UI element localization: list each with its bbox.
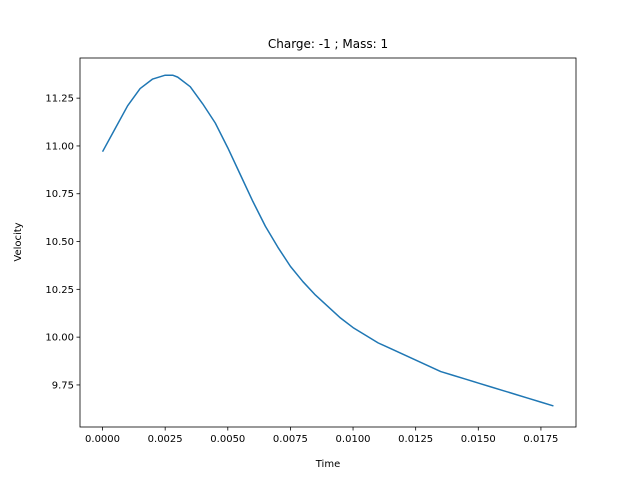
y-tick-label: 9.75 bbox=[52, 380, 74, 391]
x-tick-label: 0.0050 bbox=[210, 434, 245, 445]
x-axis-label: Time bbox=[315, 459, 340, 470]
y-tick-label: 10.50 bbox=[45, 237, 74, 248]
axes-frame bbox=[79, 57, 577, 428]
y-tick-label: 11.00 bbox=[45, 141, 74, 152]
y-tick-label: 11.25 bbox=[45, 94, 74, 105]
x-tick-label: 0.0150 bbox=[461, 434, 496, 445]
x-tick-label: 0.0025 bbox=[148, 434, 183, 445]
y-tick-label: 10.75 bbox=[45, 189, 74, 200]
chart-title: Charge: -1 ; Mass: 1 bbox=[268, 37, 388, 51]
y-axis-label: Velocity bbox=[13, 222, 24, 261]
x-tick-label: 0.0125 bbox=[398, 434, 433, 445]
x-tick-label: 0.0175 bbox=[523, 434, 558, 445]
x-tick-label: 0.0075 bbox=[273, 434, 308, 445]
y-tick-label: 10.25 bbox=[45, 285, 74, 296]
y-tick-label: 10.00 bbox=[45, 333, 74, 344]
x-tick-label: 0.0100 bbox=[336, 434, 371, 445]
plot-area: 0.0000 0.0025 0.0050 0.0075 0.0100 0.0125 0.01… bbox=[45, 57, 577, 445]
x-tick-label: 0.0000 bbox=[85, 434, 120, 445]
series-line-0 bbox=[101, 74, 554, 407]
